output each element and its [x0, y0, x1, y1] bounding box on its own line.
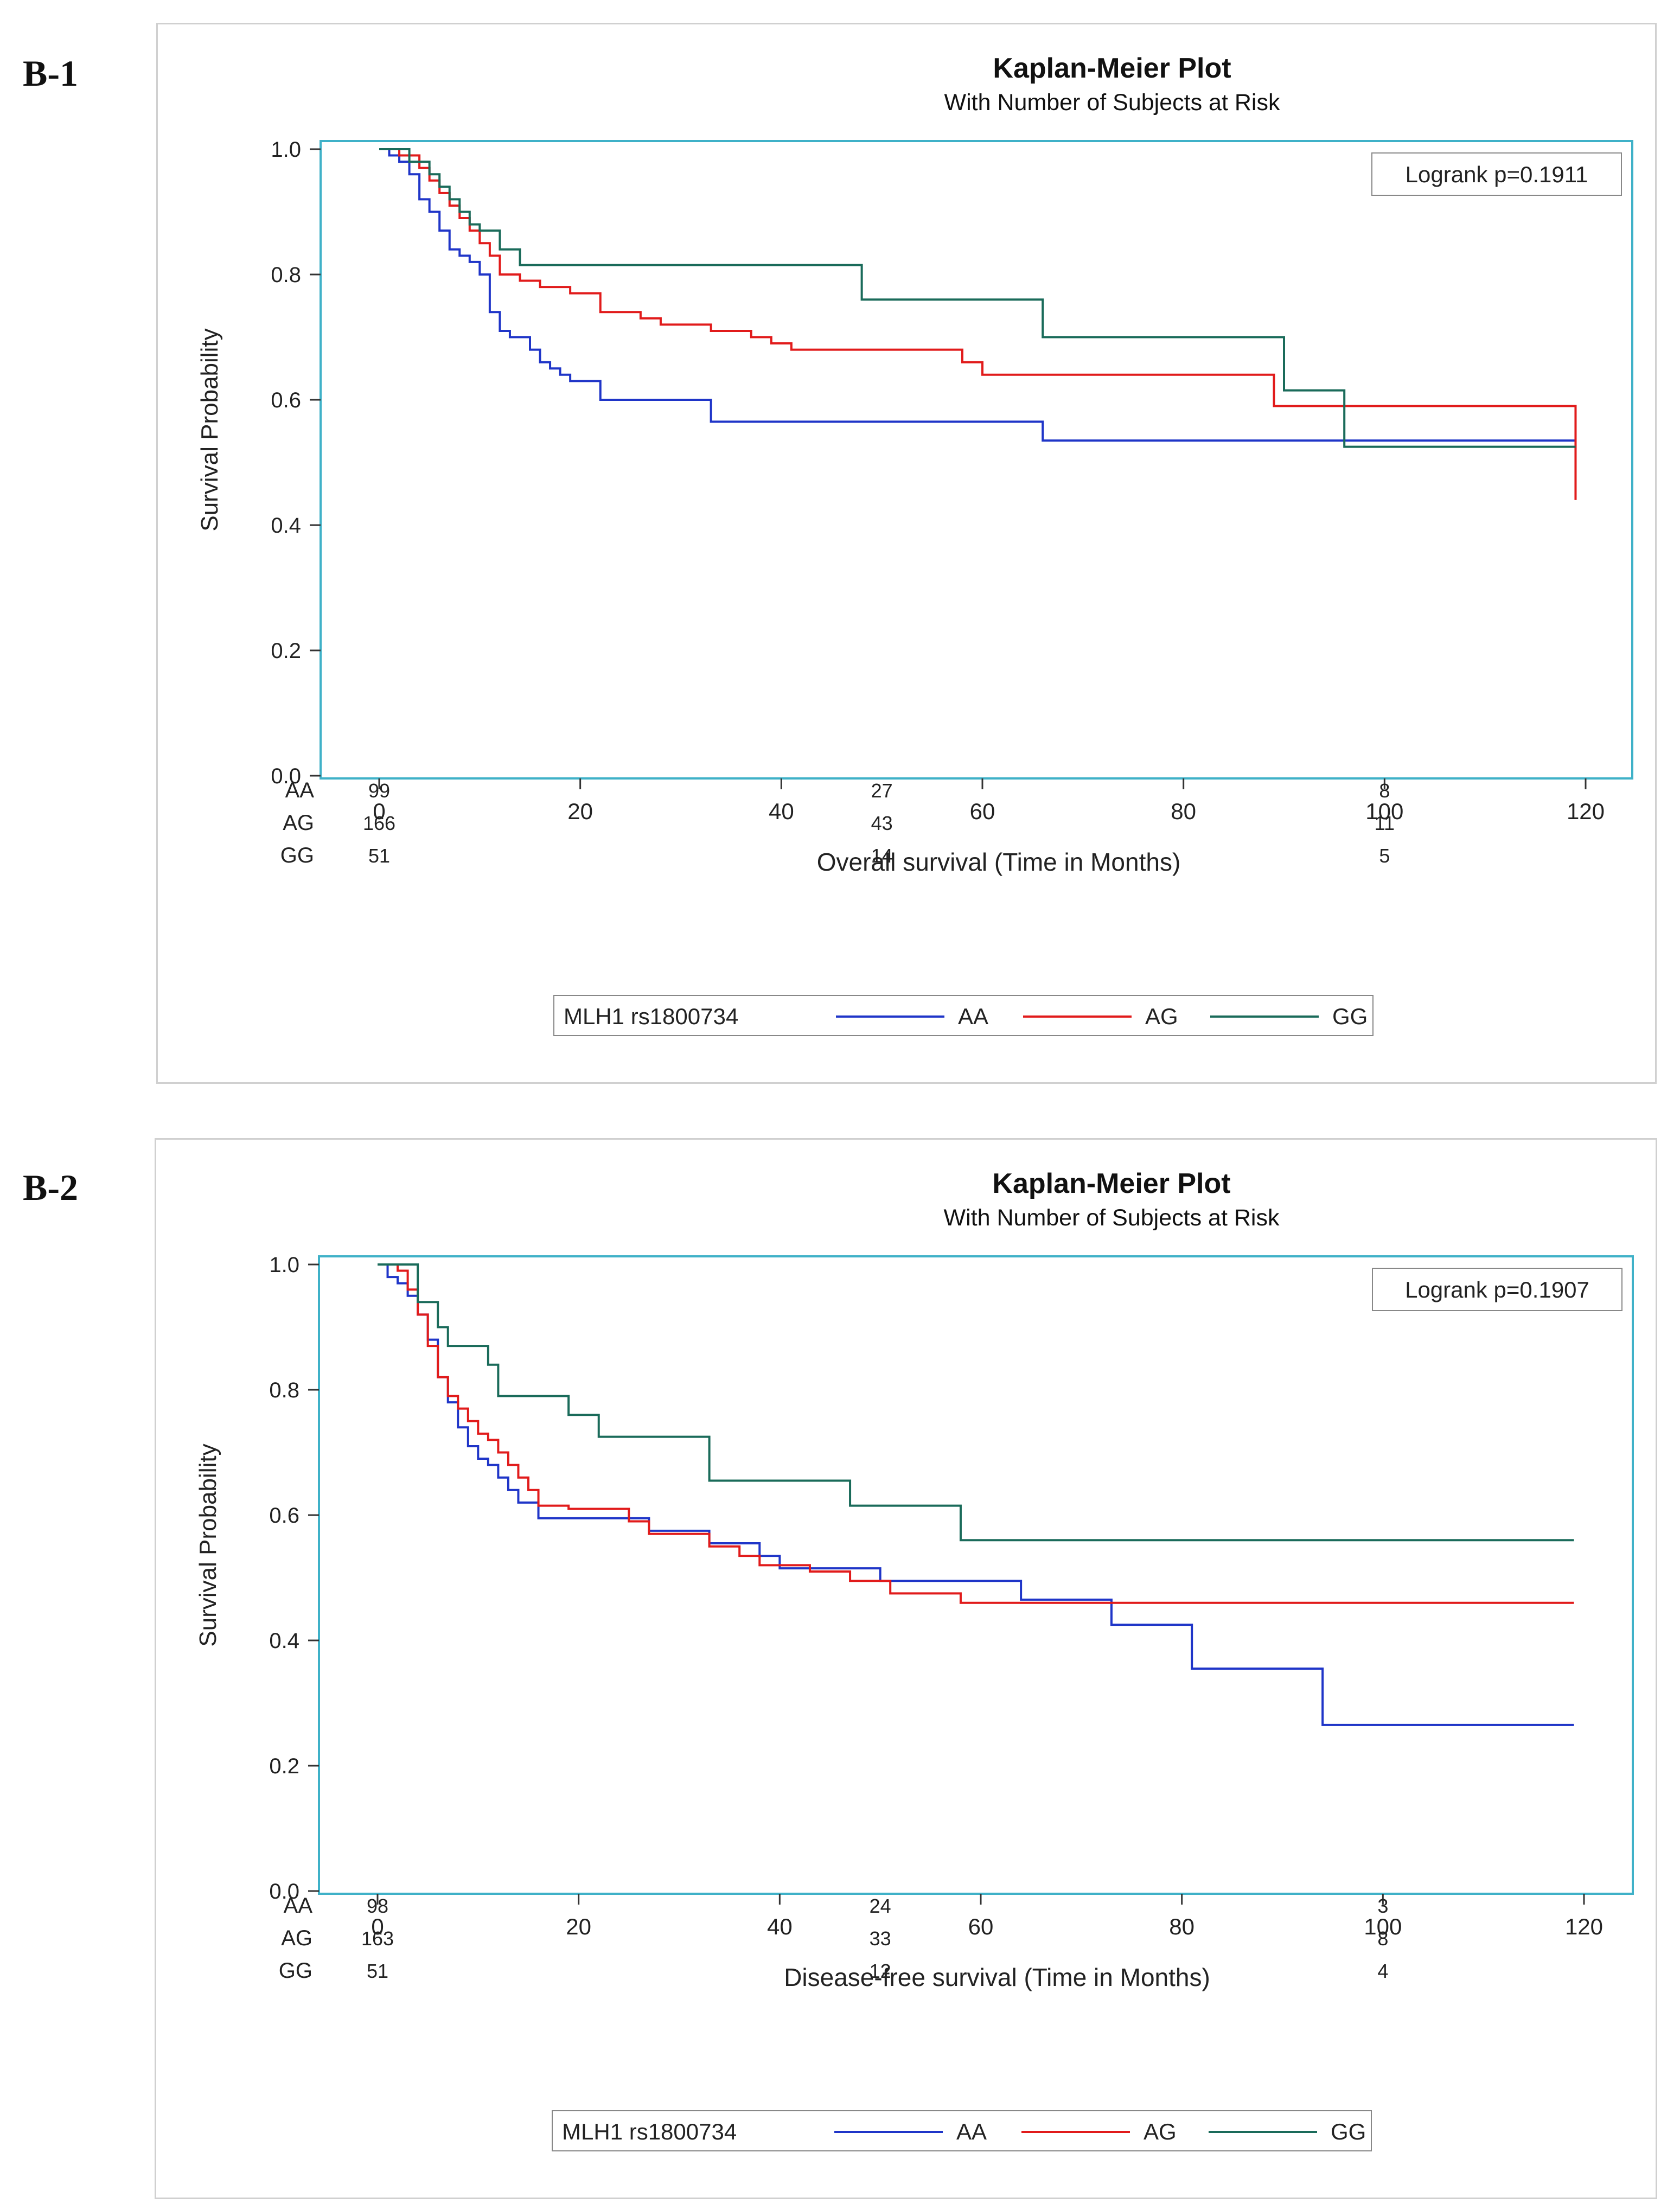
x-tick-label: 60: [968, 1914, 994, 1939]
plot-frame: [320, 140, 1633, 780]
legend-label-gg: GG: [1332, 1004, 1368, 1029]
at-risk-count: 33: [870, 1927, 891, 1950]
at-risk-count: 43: [871, 812, 893, 834]
at-risk-label-aa: AA: [285, 778, 315, 802]
x-tick-label: 20: [566, 1914, 591, 1939]
legend-label-ag: AG: [1144, 2119, 1177, 2144]
at-risk-label-aa: AA: [284, 1894, 313, 1918]
y-tick-label: 0.2: [271, 639, 301, 663]
y-axis-label: Survival Probability: [195, 1443, 221, 1646]
x-tick-label: 120: [1567, 799, 1605, 824]
x-tick-label: 20: [567, 799, 593, 824]
km-curve-ag: [378, 1263, 1574, 1604]
x-tick-label: 0: [371, 1914, 384, 1939]
at-risk-label-gg: GG: [280, 844, 314, 867]
panel-tag-b1: B-1: [23, 53, 78, 94]
x-tick-label: 40: [769, 799, 794, 824]
at-risk-count: 99: [368, 780, 390, 802]
chart-subtitle: With Number of Subjects at Risk: [944, 1205, 1280, 1231]
at-risk-count: 8: [1377, 1927, 1388, 1950]
plot-frame: [318, 1255, 1634, 1895]
x-tick-label: 0: [373, 799, 385, 824]
x-tick-label: 100: [1364, 1914, 1402, 1939]
at-risk-count: 166: [363, 812, 395, 834]
at-risk-label-ag: AG: [281, 1926, 312, 1950]
at-risk-count: 11: [1375, 812, 1395, 834]
chart-title: Kaplan-Meier Plot: [992, 1168, 1230, 1199]
y-tick-label: 0.8: [269, 1378, 299, 1402]
y-tick-label: 0.0: [269, 1880, 299, 1904]
at-risk-count: 5: [1379, 845, 1390, 867]
at-risk-count: 12: [870, 1960, 891, 1982]
at-risk-label-ag: AG: [283, 811, 314, 835]
legend-title: MLH1 rs1800734: [564, 1004, 738, 1029]
x-tick-label: 80: [1171, 799, 1196, 824]
at-risk-count: 51: [368, 845, 390, 867]
km-curve-gg: [379, 148, 1576, 448]
figure-b2: Kaplan-Meier Plot With Number of Subjects…: [155, 1138, 1657, 2199]
legend-label-ag: AG: [1145, 1004, 1178, 1029]
y-axis-label: Survival Probability: [196, 328, 223, 531]
chart-title: Kaplan-Meier Plot: [993, 53, 1231, 84]
legend-label-aa: AA: [956, 2119, 987, 2144]
figure-b1: Kaplan-Meier Plot With Number of Subjects…: [156, 23, 1657, 1084]
y-tick-label: 0.0: [271, 764, 301, 788]
at-risk-count: 163: [361, 1927, 394, 1950]
legend-title: MLH1 rs1800734: [562, 2119, 737, 2144]
km-chart-disease-free-survival: Kaplan-Meier Plot With Number of Subjects…: [195, 1168, 1634, 2151]
logrank-text: Logrank p=0.1911: [1406, 162, 1588, 187]
at-risk-count: 27: [871, 780, 893, 802]
chart-subtitle: With Number of Subjects at Risk: [944, 90, 1280, 116]
y-tick-label: 1.0: [269, 1253, 299, 1277]
legend-label-aa: AA: [958, 1004, 988, 1029]
x-tick-label: 80: [1169, 1914, 1194, 1939]
km-curve-aa: [378, 1263, 1574, 1726]
y-tick-label: 0.6: [269, 1504, 299, 1528]
y-tick-label: 0.8: [271, 263, 301, 287]
x-tick-label: 60: [970, 799, 995, 824]
x-axis-label: Overall survival (Time in Months): [817, 848, 1181, 876]
x-tick-label: 100: [1365, 799, 1403, 824]
x-tick-label: 120: [1565, 1914, 1603, 1939]
km-curve-ag: [379, 148, 1577, 500]
at-risk-label-gg: GG: [279, 1959, 312, 1983]
at-risk-count: 51: [367, 1960, 388, 1982]
at-risk-count: 24: [870, 1895, 891, 1917]
legend-label-gg: GG: [1331, 2119, 1366, 2144]
at-risk-count: 14: [871, 845, 893, 867]
x-axis-label: Disease-free survival (Time in Months): [784, 1963, 1210, 1991]
km-chart-overall-survival: Kaplan-Meier Plot With Number of Subjects…: [196, 53, 1633, 1036]
logrank-box: [1372, 1268, 1622, 1311]
logrank-text: Logrank p=0.1907: [1405, 1277, 1589, 1302]
km-curve-aa: [379, 148, 1576, 442]
at-risk-count: 4: [1377, 1960, 1388, 1982]
y-tick-label: 0.2: [269, 1754, 299, 1778]
y-tick-label: 0.6: [271, 388, 301, 412]
at-risk-count: 98: [367, 1895, 388, 1917]
y-tick-label: 0.4: [269, 1629, 299, 1653]
at-risk-count: 8: [1379, 780, 1390, 802]
panel-tag-b2: B-2: [23, 1167, 78, 1208]
y-tick-label: 0.4: [271, 514, 301, 538]
km-curve-gg: [378, 1263, 1574, 1542]
logrank-box: [1371, 152, 1622, 196]
y-tick-label: 1.0: [271, 138, 301, 162]
x-tick-label: 40: [767, 1914, 793, 1939]
at-risk-count: 3: [1377, 1895, 1388, 1917]
